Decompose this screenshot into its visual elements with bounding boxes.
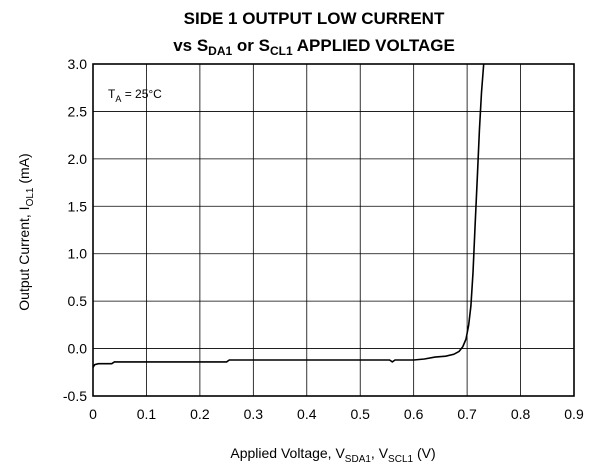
x-tick-label: 0.3 xyxy=(244,406,264,422)
x-tick-labels: 0 0.1 0.2 0.3 0.4 0.5 0.6 0.7 0.8 0.9 xyxy=(89,406,584,422)
chart-title-line1: SIDE 1 OUTPUT LOW CURRENT xyxy=(184,9,445,28)
y-tick-label: 1.5 xyxy=(68,198,88,214)
y-tick-label: 2.0 xyxy=(68,151,88,167)
x-tick-label: 0.1 xyxy=(137,406,157,422)
grid-lines xyxy=(92,63,575,397)
chart-title-line2: vs SDA1 or SCL1 APPLIED VOLTAGE xyxy=(173,36,455,58)
y-tick-labels: -0.5 0.0 0.5 1.0 1.5 2.0 2.5 3.0 xyxy=(63,56,87,404)
x-tick-label: 0.9 xyxy=(564,406,584,422)
y-tick-label: 2.5 xyxy=(68,103,88,119)
y-tick-label: 3.0 xyxy=(68,56,88,72)
x-tick-label: 0.5 xyxy=(350,406,370,422)
x-tick-label: 0.7 xyxy=(457,406,477,422)
x-tick-label: 0.6 xyxy=(404,406,424,422)
x-tick-label: 0.4 xyxy=(297,406,317,422)
y-tick-label: 1.0 xyxy=(68,246,88,262)
y-tick-label: -0.5 xyxy=(63,388,87,404)
y-tick-label: 0.5 xyxy=(68,293,88,309)
y-axis-label: Output Current, IOL1 (mA) xyxy=(16,153,36,310)
y-tick-label: 0.0 xyxy=(68,341,88,357)
curve-layer xyxy=(92,63,485,368)
x-axis-label: Applied Voltage, VSDA1, VSCL1 (V) xyxy=(230,445,435,465)
x-tick-label: 0.2 xyxy=(190,406,210,422)
x-tick-label: 0.8 xyxy=(511,406,531,422)
plot-frame xyxy=(92,63,575,397)
x-tick-label: 0 xyxy=(89,406,97,422)
temperature-annotation: TA = 25°C xyxy=(108,87,162,104)
series-line-0 xyxy=(92,63,485,368)
